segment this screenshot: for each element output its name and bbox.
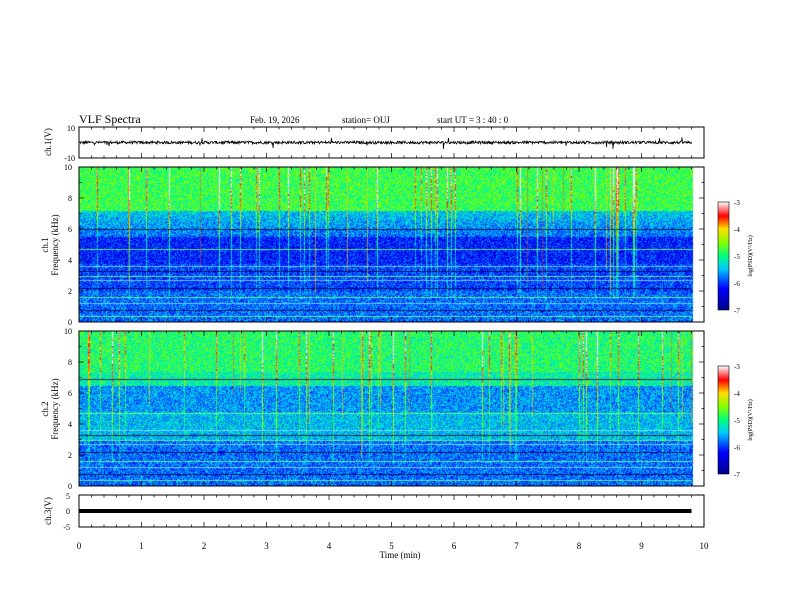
ch1-waveform-line [78,137,692,149]
ch3-ytick-m5: -5 [63,523,70,532]
ch1-cb-tick-m3: -3 [734,199,740,207]
ch1-ytick-0: 0 [68,318,72,327]
start-time-label: start UT = 3 : 40 : 0 [437,115,509,125]
x-tick-8: 8 [577,541,582,551]
ch1-spectrogram-panel: 0 2 4 6 8 10 ch.1 Frequency (kHz) -3 -4 [40,163,754,327]
ch2-ytick-2: 2 [68,451,72,460]
x-tick-3: 3 [264,541,269,551]
ch3-ylabel: ch.3(V) [43,497,53,525]
ch1-ytick-4: 4 [68,256,72,265]
x-tick-6: 6 [452,541,457,551]
ch2-yticks: 0 2 4 6 8 10 [64,327,72,491]
ch2-cb-tick-m6: -6 [734,444,740,452]
ch1-waveform-panel: 10 -10 ch.1(V) [43,124,705,163]
x-tick-7: 7 [514,541,519,551]
ch1-freq-label: Frequency (kHz) [50,214,60,275]
ch2-ytick-0: 0 [68,482,72,491]
ch3-waveform-panel: 5 0 -5 ch.3(V) [43,492,705,532]
figure-title: VLF Spectra [79,112,141,126]
ch1-ytick-2: 2 [68,287,72,296]
ch1-ytick-8: 8 [68,194,72,203]
ch2-cb-tick-m3: -3 [734,363,740,371]
x-tick-4: 4 [327,541,332,551]
x-tick-2: 2 [202,541,207,551]
x-axis-label: Time (min) [380,550,421,560]
ch2-freq-label: Frequency (kHz) [50,378,60,439]
ch2-channel-label: ch.2 [40,401,50,416]
ch1-yticks: 0 2 4 6 8 10 [64,163,72,327]
ch1-cb-tick-m7: -7 [734,307,740,315]
ch2-ytick-6: 6 [68,389,72,398]
x-tick-9: 9 [639,541,644,551]
ch1-spectrogram-image [79,167,704,322]
ch1-colorbar-label: log(PSD)(V²/Hz) [747,235,754,276]
ch1-ytick-bottom: -10 [64,154,75,163]
ch2-colorbar-label: log(PSD)(V²/Hz) [747,399,754,440]
ch2-cb-tick-m5: -5 [734,417,740,425]
ch2-spectrogram-image [79,331,704,486]
ch3-ytick-0: 0 [66,507,70,516]
x-tick-10: 10 [700,541,710,551]
ch2-ytick-4: 4 [68,420,72,429]
x-tick-labels: 0 1 2 3 4 5 6 7 8 9 10 [77,541,709,551]
ch1-ylabel: ch.1(V) [43,128,53,156]
ch1-ytick-10: 10 [64,163,72,172]
x-tick-1: 1 [139,541,144,551]
x-tick-5: 5 [389,541,394,551]
ch3-ytick-5: 5 [66,492,70,501]
ch1-colorbar [717,201,730,311]
ch1-cb-tick-m6: -6 [734,280,740,288]
x-tick-0: 0 [77,541,82,551]
ch1-ytick-6: 6 [68,225,72,234]
ch1-channel-label: ch.1 [40,237,50,252]
axis-ticks [78,127,705,527]
ch2-colorbar [717,365,730,475]
ch2-cb-tick-m4: -4 [734,390,740,398]
date-label: Feb. 19, 2026 [250,115,300,125]
ch2-cb-tick-m7: -7 [734,471,740,479]
ch2-ytick-8: 8 [68,358,72,367]
ch1-ytick-top: 10 [67,124,75,133]
ch1-cb-tick-m4: -4 [734,226,740,234]
ch2-spectrogram-panel: 0 2 4 6 8 10 ch.2 Frequency (kHz) -3 -4 … [40,327,754,491]
station-label: station= OUJ [342,115,390,125]
ch2-ytick-10: 10 [64,327,72,336]
ch1-cb-tick-m5: -5 [734,253,740,261]
